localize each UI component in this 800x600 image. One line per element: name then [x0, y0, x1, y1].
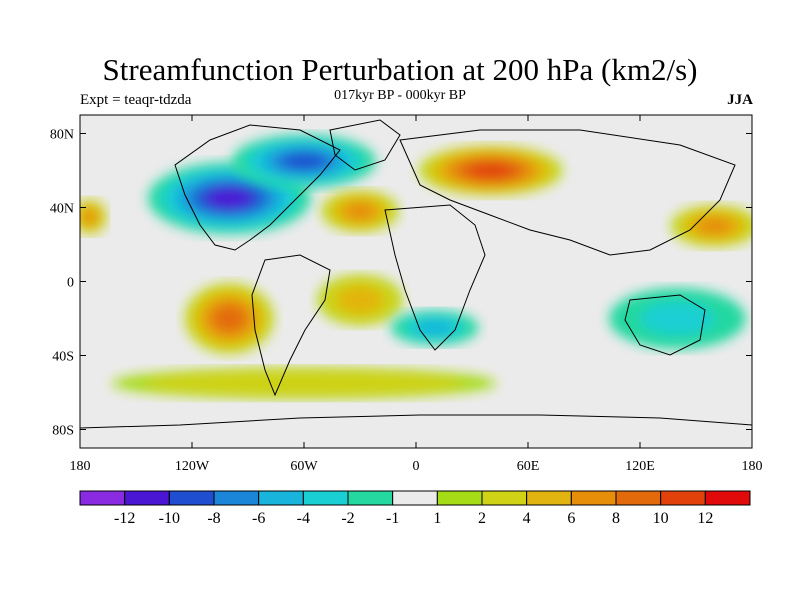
- season-label: JJA: [727, 92, 753, 108]
- africa-coast: [384, 204, 486, 351]
- coastline-layer: [80, 119, 752, 429]
- lon-axis: 180 120W 60W 0 60E 120E 180: [70, 115, 763, 474]
- anomaly-south-pacific-high: [184, 283, 274, 354]
- colorbar-box: [302, 490, 349, 506]
- colorbar-label: -8: [207, 510, 220, 527]
- colorbar-box: [436, 490, 483, 506]
- lon-tick-label: 180: [742, 459, 763, 474]
- lon-tick-label: 60E: [517, 459, 540, 474]
- greenland-coast: [329, 119, 401, 171]
- anomaly-contour: [696, 217, 734, 235]
- anomaly-north-america-low: [148, 162, 311, 235]
- colorbar-label: -2: [341, 510, 354, 527]
- anomaly-contour: [205, 187, 253, 209]
- colorbar-label: 12: [697, 510, 713, 527]
- colorbar-box: [660, 490, 706, 506]
- colorbar-label: 10: [653, 510, 669, 527]
- colorbar-box: [347, 490, 394, 506]
- anomaly-eurasia-high: [418, 145, 563, 196]
- anomaly-north-pacific-high: [80, 199, 107, 235]
- anomaly-contour: [143, 369, 465, 397]
- colorbar-box: [704, 490, 751, 506]
- colorbar-label: 6: [567, 510, 575, 527]
- lon-tick-label: 0: [413, 459, 420, 474]
- anomaly-southern-ocean-band: [111, 367, 497, 400]
- colorbar-label: -10: [159, 510, 180, 527]
- antarctica-coast: [80, 414, 752, 429]
- anomaly-contour: [416, 320, 453, 336]
- anomaly-west-pacific-high: [670, 205, 752, 247]
- lat-tick-label: 80N: [50, 128, 74, 143]
- lon-tick-label: 120W: [175, 459, 210, 474]
- lat-axis: 80N 40N 0 40S 80S: [50, 128, 752, 439]
- colorbar-box: [79, 490, 126, 506]
- lat-tick-label: 40N: [50, 202, 74, 217]
- eurasia-coast: [399, 129, 736, 256]
- map-background: [80, 115, 752, 448]
- anomaly-contour: [337, 286, 383, 314]
- lon-tick-label: 120E: [625, 459, 655, 474]
- colorbar-box: [481, 490, 528, 506]
- anomaly-contour: [467, 162, 514, 179]
- colorbar-box: [124, 490, 170, 506]
- colorbar-label: 8: [612, 510, 620, 527]
- colorbar-label: -1: [386, 510, 399, 527]
- colorbar-label: -12: [114, 510, 135, 527]
- colorbar: -12 -10 -8 -6 -4 -2 -1 1 2 4 6 8 10 12: [79, 490, 751, 527]
- colorbar-label: -6: [252, 510, 265, 527]
- lat-tick-label: 80S: [52, 424, 74, 439]
- anomaly-contour: [640, 302, 714, 335]
- colorbar-box: [168, 490, 215, 506]
- colorbar-box: [615, 490, 662, 506]
- anomaly-contour: [343, 202, 377, 220]
- colorbar-box: [213, 490, 260, 506]
- colorbar-label: 2: [478, 510, 486, 527]
- lon-tick-label: 60W: [290, 459, 318, 474]
- australia-coast: [624, 294, 706, 356]
- anomaly-south-indian-low: [390, 310, 479, 346]
- colorbar-label: -4: [297, 510, 310, 527]
- north-america-coast: [174, 124, 341, 251]
- period-label: 017kyr BP - 000kyr BP: [334, 88, 466, 103]
- colorbar-box: [570, 490, 617, 506]
- south-america-coast: [251, 254, 331, 397]
- colorbar-label: 4: [523, 510, 531, 527]
- anomaly-contour: [82, 209, 97, 225]
- anomaly-contour: [213, 305, 246, 332]
- lat-tick-label: 0: [67, 276, 74, 291]
- experiment-label: Expt = teaqr-tdzda: [80, 92, 192, 108]
- anomaly-layer: [80, 134, 752, 400]
- anomaly-south-atlantic-high: [317, 274, 403, 326]
- colorbar-label: 1: [433, 510, 441, 527]
- anomaly-canada-low: [232, 134, 376, 188]
- colorbar-box: [392, 490, 438, 506]
- anomaly-atlantic-high: [321, 190, 399, 233]
- map-title: Streamfunction Perturbation at 200 hPa (…: [102, 52, 698, 87]
- anomaly-australia-low: [609, 288, 746, 349]
- colorbar-box: [526, 490, 572, 506]
- lat-tick-label: 40S: [52, 350, 74, 365]
- colorbar-box: [258, 490, 304, 506]
- lon-tick-label: 180: [70, 459, 91, 474]
- anomaly-contour: [281, 152, 327, 170]
